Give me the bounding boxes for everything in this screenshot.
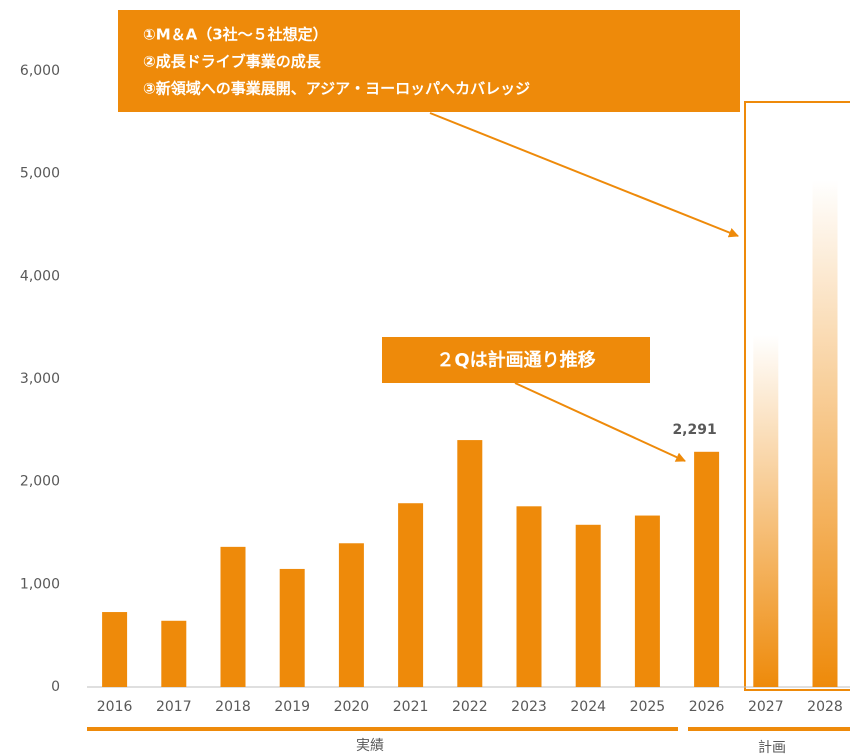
plan-frame	[744, 101, 850, 691]
bar	[516, 506, 542, 687]
x-tick-label: 2027	[748, 699, 784, 715]
bar	[457, 440, 483, 687]
bar	[634, 515, 660, 687]
bar	[753, 334, 779, 687]
x-tick-label: 2017	[156, 699, 192, 715]
x-tick-label: 2025	[630, 699, 666, 715]
x-tick-label: 2023	[511, 699, 547, 715]
annotation-box	[118, 10, 740, 112]
bar	[694, 451, 720, 687]
y-tick-label: 4,000	[20, 268, 60, 284]
x-tick-label: 2024	[570, 699, 606, 715]
x-tick-label: 2022	[452, 699, 488, 715]
bar	[279, 568, 305, 687]
x-tick-label: 2021	[393, 699, 429, 715]
bar	[220, 546, 246, 687]
x-tick-label: 2026	[689, 699, 725, 715]
annotation: ①M＆A（3社～５社想定）	[143, 26, 328, 44]
bar	[398, 503, 424, 687]
group-label: 計画	[758, 740, 786, 756]
annotation-box	[382, 337, 650, 383]
x-tick-label: 2018	[215, 699, 251, 715]
x-tick-label: 2020	[334, 699, 370, 715]
x-tick-label: 2019	[274, 699, 310, 715]
group-label: 実績	[356, 738, 384, 754]
arrow	[429, 112, 739, 238]
x-tick-label: 2028	[807, 699, 843, 715]
bar	[102, 612, 128, 687]
bar	[812, 179, 838, 687]
annotation: ②成長ドライブ事業の成長	[143, 53, 322, 71]
y-tick-label: 0	[51, 679, 60, 695]
y-tick-label: 6,000	[20, 63, 60, 79]
y-tick-label: 5,000	[20, 166, 60, 182]
y-tick-label: 1,000	[20, 576, 60, 592]
y-tick-label: 3,000	[20, 371, 60, 387]
arrow	[514, 382, 686, 462]
bar	[575, 524, 601, 687]
y-tick-label: 2,000	[20, 474, 60, 490]
bar	[161, 620, 187, 687]
x-tick-label: 2016	[97, 699, 133, 715]
annotation: ③新領域への事業展開、アジア・ヨーロッパへカバレッジ	[143, 80, 530, 98]
value-label: 2,291	[672, 422, 716, 438]
annotation: ２Qは計画通り推移	[436, 349, 595, 371]
bar	[338, 543, 364, 687]
